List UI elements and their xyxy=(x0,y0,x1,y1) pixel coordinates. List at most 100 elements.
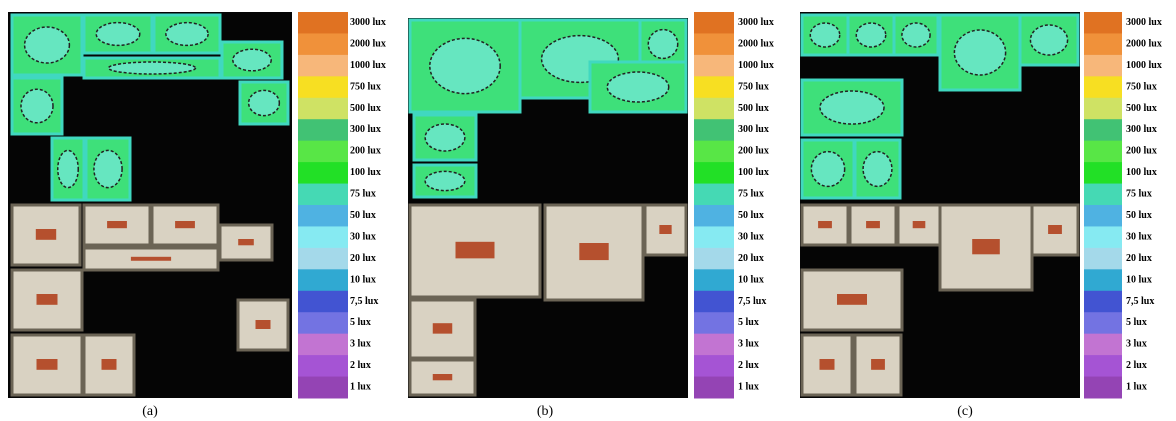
legend-label: 30 lux xyxy=(1126,231,1152,242)
legend-swatch xyxy=(298,377,348,399)
legend-swatch xyxy=(1084,76,1122,98)
legend-label: 7,5 lux xyxy=(1126,296,1154,307)
room-furniture xyxy=(96,23,140,46)
room-table xyxy=(256,320,271,329)
legend-swatch xyxy=(1084,33,1122,55)
figure: 3000 lux 2000 lux 1000 lux 750 lux 500 lux 30… xyxy=(0,0,1176,421)
legend-swatch xyxy=(1084,377,1122,399)
room-furniture xyxy=(166,23,208,46)
legend-label: 200 lux xyxy=(1126,146,1157,157)
legend-swatch xyxy=(694,291,734,313)
legend-label: 3000 lux xyxy=(738,17,774,28)
room-furniture xyxy=(425,171,465,190)
legend-swatch xyxy=(298,334,348,356)
legend-label: 75 lux xyxy=(350,189,376,200)
legend-swatch xyxy=(298,355,348,377)
legend-label: 5 lux xyxy=(738,317,759,328)
legend-label: 10 lux xyxy=(738,274,764,285)
legend-label: 2 lux xyxy=(1126,360,1147,371)
legend-swatch xyxy=(1084,312,1122,334)
legend-swatch xyxy=(298,205,348,227)
legend-label: 10 lux xyxy=(350,274,376,285)
legend-swatch xyxy=(298,33,348,55)
legend-label: 7,5 lux xyxy=(738,296,766,307)
room-furniture xyxy=(863,152,892,187)
legend-swatch xyxy=(694,12,734,34)
room-furniture xyxy=(108,62,195,74)
room-furniture xyxy=(810,23,839,47)
legend-swatch xyxy=(1084,119,1122,141)
room-table xyxy=(456,242,495,259)
legend-swatch xyxy=(694,355,734,377)
room-table xyxy=(36,229,56,240)
room-table xyxy=(913,221,926,228)
room-furniture xyxy=(820,91,884,124)
caption: (c) xyxy=(957,404,973,419)
room-furniture xyxy=(430,38,500,93)
legend-label: 7,5 lux xyxy=(350,296,378,307)
legend-label: 50 lux xyxy=(350,210,376,221)
room-furniture xyxy=(811,152,844,187)
legend-swatch xyxy=(1084,334,1122,356)
legend-label: 3000 lux xyxy=(1126,17,1162,28)
legend-label: 100 lux xyxy=(738,167,769,178)
room-table xyxy=(820,359,835,370)
room-furniture xyxy=(954,30,1005,75)
legend-swatch xyxy=(1084,248,1122,270)
room-furniture xyxy=(25,27,70,63)
room-table xyxy=(579,243,608,260)
legend-label: 10 lux xyxy=(1126,274,1152,285)
room-table xyxy=(102,359,117,370)
legend-label: 300 lux xyxy=(1126,124,1157,135)
legend-swatch xyxy=(694,205,734,227)
legend-label: 1000 lux xyxy=(738,60,774,71)
room-table xyxy=(866,221,880,228)
legend-swatch xyxy=(694,141,734,163)
legend-swatch xyxy=(298,291,348,313)
legend-swatch xyxy=(1084,291,1122,313)
legend-label: 75 lux xyxy=(738,189,764,200)
legend-swatch xyxy=(1084,226,1122,248)
room-furniture xyxy=(902,23,930,47)
legend-label: 200 lux xyxy=(350,146,381,157)
legend-label: 750 lux xyxy=(738,81,769,92)
legend-label: 1 lux xyxy=(738,382,759,393)
legend-swatch xyxy=(694,334,734,356)
legend-swatch xyxy=(298,55,348,77)
legend-swatch xyxy=(298,269,348,291)
legend-swatch xyxy=(1084,141,1122,163)
legend-label: 500 lux xyxy=(350,103,381,114)
legend-label: 50 lux xyxy=(738,210,764,221)
legend-swatch xyxy=(1084,55,1122,77)
legend-swatch xyxy=(694,55,734,77)
legend-label: 2 lux xyxy=(350,360,371,371)
legend-label: 1 lux xyxy=(1126,382,1147,393)
legend-swatch xyxy=(1084,98,1122,120)
legend-label: 2000 lux xyxy=(738,38,774,49)
legend-swatch xyxy=(694,248,734,270)
legend-label: 20 lux xyxy=(738,253,764,264)
room-table xyxy=(131,257,171,261)
legend-label: 2 lux xyxy=(738,360,759,371)
legend-swatch xyxy=(1084,184,1122,206)
room-table xyxy=(107,221,127,228)
legend-swatch xyxy=(298,226,348,248)
room-table xyxy=(659,225,671,234)
room-furniture xyxy=(648,30,677,59)
caption: (b) xyxy=(537,404,554,419)
legend-swatch xyxy=(694,312,734,334)
legend-swatch xyxy=(1084,269,1122,291)
legend-swatch xyxy=(298,98,348,120)
page: 3000 lux 2000 lux 1000 lux 750 lux 500 lux 30… xyxy=(0,0,1176,421)
room-table xyxy=(175,221,195,228)
legend-swatch xyxy=(694,119,734,141)
legend-swatch xyxy=(298,312,348,334)
room-furniture xyxy=(425,124,465,151)
room-table xyxy=(972,239,1000,254)
legend-label: 500 lux xyxy=(1126,103,1157,114)
legend-swatch xyxy=(694,226,734,248)
legend-label: 750 lux xyxy=(1126,81,1157,92)
legend-label: 100 lux xyxy=(1126,167,1157,178)
legend-swatch xyxy=(694,76,734,98)
